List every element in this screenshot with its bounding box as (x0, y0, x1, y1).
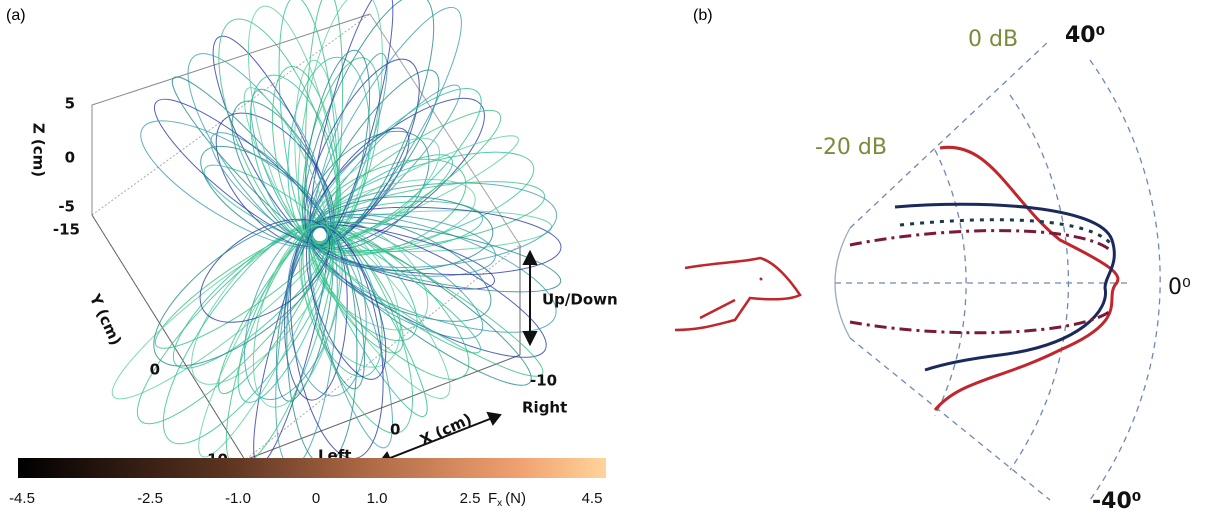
arrow-head (524, 252, 536, 264)
z-tick: -5 (58, 198, 75, 216)
colorbar-tick: -2.5 (137, 490, 163, 507)
colorbar (18, 458, 606, 478)
arrow-head (524, 332, 536, 344)
beam-curve (850, 310, 1112, 333)
z-axis-label: Z (cm) (30, 123, 48, 177)
arrow-head (488, 413, 500, 424)
beam-curve (935, 147, 1118, 410)
annotation: Right (522, 399, 567, 417)
figure: (a) Z (cm) 5 0 -5 -15 Y (cm) 0 10 -10 0 … (0, 0, 1207, 516)
ring (1090, 60, 1160, 500)
y-tick: -15 (53, 221, 80, 239)
colorbar-tick: 0 (312, 490, 320, 507)
panel-label: (a) (6, 7, 26, 24)
trajectories (97, 0, 569, 478)
dolphin-sketch (675, 258, 800, 330)
colorbar-tick: -4.5 (9, 490, 35, 507)
beam-patterns (850, 147, 1118, 410)
z-tick: 0 (65, 149, 75, 167)
colorbar-tick: 4.5 (582, 490, 603, 507)
y-axis-label: Y (cm) (85, 290, 125, 348)
z-tick: 5 (65, 95, 75, 113)
angle-label: -40⁰ (1092, 489, 1141, 514)
ring-label: 0 dB (968, 27, 1018, 52)
colorbar-label: Fx(N) (488, 490, 526, 509)
x-tick: -10 (530, 372, 557, 390)
annotation: Up/Down (542, 291, 618, 309)
angle-label: 0⁰ (1168, 275, 1191, 300)
trajectory-loop (116, 202, 354, 445)
angle-label: 40⁰ (1065, 23, 1105, 48)
y-tick: 0 (150, 361, 160, 379)
colorbar-tick: 1.0 (367, 490, 388, 507)
x-tick: 0 (390, 421, 400, 439)
panel-label: (b) (693, 7, 713, 24)
ring-label: -20 dB (815, 135, 887, 160)
colorbar-tick: 2.5 (460, 490, 481, 507)
colorbar-tick: -1.0 (225, 490, 251, 507)
